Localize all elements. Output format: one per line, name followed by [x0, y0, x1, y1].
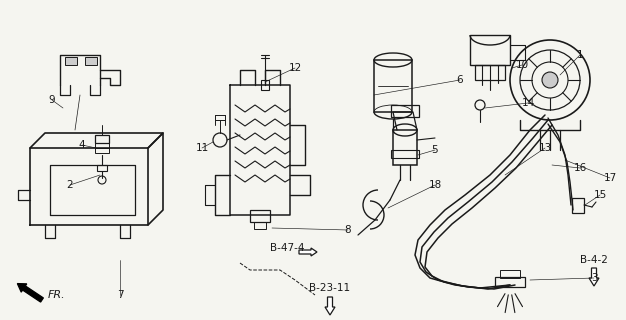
Text: 14: 14 [521, 98, 535, 108]
Bar [500, 270, 520, 278]
Bar [95, 148, 109, 153]
Bar [393, 130, 417, 165]
Bar [470, 35, 510, 65]
Text: 16: 16 [573, 163, 587, 173]
FancyArrow shape [589, 268, 599, 286]
Bar [374, 60, 412, 112]
Text: 5: 5 [432, 145, 438, 155]
Bar [65, 57, 77, 65]
Bar [495, 277, 525, 287]
Text: 13: 13 [538, 143, 552, 153]
FancyArrow shape [299, 248, 317, 256]
Text: B-23-11: B-23-11 [309, 283, 351, 293]
Bar [254, 222, 266, 229]
Text: 11: 11 [195, 143, 208, 153]
Text: 10: 10 [515, 60, 528, 70]
Bar [250, 210, 270, 222]
Bar [475, 65, 505, 80]
Text: 8: 8 [345, 225, 351, 235]
Circle shape [542, 72, 558, 88]
Text: 4: 4 [79, 140, 85, 150]
Text: 6: 6 [457, 75, 463, 85]
Text: 3: 3 [591, 273, 597, 283]
Bar [572, 198, 584, 213]
Bar [391, 105, 419, 117]
Bar [85, 57, 97, 65]
Text: B-4-2: B-4-2 [580, 255, 608, 265]
Text: 17: 17 [603, 173, 617, 183]
Text: 12: 12 [289, 63, 302, 73]
Bar [97, 165, 107, 171]
Bar [391, 150, 419, 158]
Text: FR.: FR. [48, 290, 66, 300]
Text: 7: 7 [116, 290, 123, 300]
FancyArrow shape [325, 297, 335, 315]
Bar [95, 143, 109, 148]
Text: 2: 2 [67, 180, 73, 190]
Text: 15: 15 [593, 190, 607, 200]
Text: 9: 9 [49, 95, 55, 105]
Bar [261, 80, 269, 90]
Text: 1: 1 [577, 50, 583, 60]
Text: 18: 18 [428, 180, 441, 190]
Bar [95, 135, 109, 143]
FancyArrow shape [18, 284, 43, 302]
Text: B-47-4: B-47-4 [270, 243, 304, 253]
